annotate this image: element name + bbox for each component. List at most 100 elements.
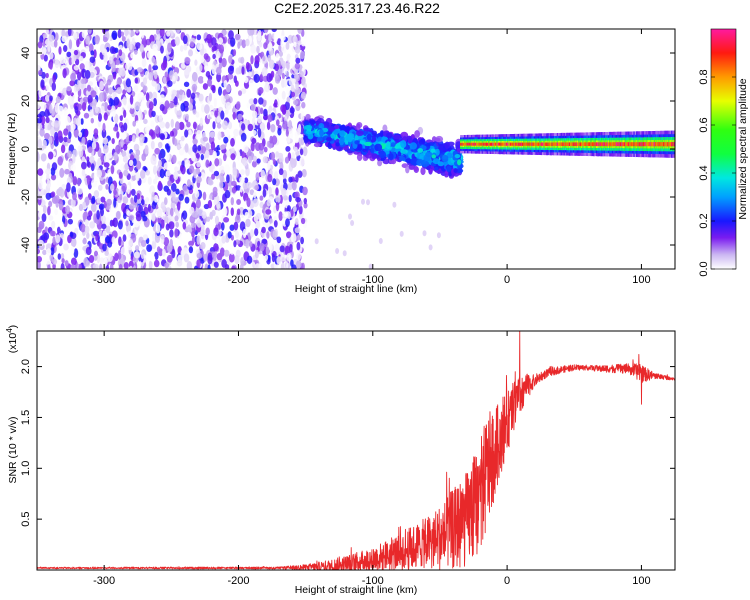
spectrogram-cell	[669, 142, 672, 147]
spectrogram-cell	[282, 195, 288, 201]
spectrogram-cell	[205, 142, 210, 151]
spectrogram-cell	[622, 142, 625, 147]
spectrogram-cell	[122, 89, 127, 95]
spectrogram-cell	[272, 159, 276, 166]
spectrogram-cell	[140, 210, 146, 218]
spectrogram-cell	[244, 194, 249, 201]
spectrogram-cell	[244, 211, 249, 218]
spectrogram-cell	[607, 142, 610, 147]
spectrogram-cell	[230, 207, 234, 216]
spectrogram-cell	[399, 230, 404, 237]
spectrogram-cell	[148, 64, 152, 74]
spectrogram-cell	[204, 104, 210, 114]
spectrogram-cell	[123, 143, 128, 151]
spectrogram-cell	[261, 67, 268, 77]
spectrogram-cell	[252, 110, 258, 119]
spectrogram-cell	[147, 51, 152, 59]
spectrogram-cell	[139, 112, 143, 121]
spectrogram-cell	[180, 102, 186, 112]
spectrogram-cell	[289, 243, 293, 253]
spectrogram-cell	[207, 179, 214, 186]
spectrogram-cell	[101, 48, 108, 56]
spectrogram-cell	[102, 137, 109, 145]
spectrogram-cell	[45, 116, 50, 124]
spectrogram-cell	[148, 71, 153, 81]
spectrogram-cell	[94, 250, 98, 257]
spectrogram-cell	[164, 262, 170, 269]
spectrogram-cell	[223, 249, 230, 257]
spectrogram-cell	[244, 177, 249, 184]
spectrogram-cell	[615, 142, 618, 147]
spectrogram-cell	[556, 142, 559, 146]
spectrogram-cell	[153, 71, 158, 80]
spectrogram-cell	[673, 142, 675, 147]
spectrogram-cell	[294, 44, 301, 54]
spectrogram-cell	[38, 70, 43, 76]
spectrogram-cell	[54, 195, 60, 204]
spectrogram-cell	[662, 142, 665, 147]
spectrogram-cell	[609, 142, 612, 147]
spectrogram-cell	[189, 41, 195, 48]
spectrogram-cell	[476, 142, 479, 146]
spectrogram-cell	[171, 154, 177, 164]
spectrogram-cell	[128, 134, 133, 142]
spectrogram-cell	[256, 158, 261, 164]
spectrogram-cell	[408, 164, 416, 170]
spectrogram-cell	[51, 162, 58, 171]
spectrogram-cell	[180, 135, 185, 142]
spectrogram-cell	[245, 38, 250, 47]
spectrogram-cell	[232, 49, 237, 57]
spectrogram-cell	[116, 87, 122, 95]
spectrogram-cell	[599, 142, 602, 147]
spectrogram-cell	[250, 103, 256, 112]
spectrogram-cell	[294, 135, 299, 144]
spectrogram-cell	[175, 121, 180, 131]
spectrogram-cell	[157, 216, 162, 224]
spectrogram-cell	[102, 243, 107, 252]
spectrogram-cell	[165, 151, 170, 161]
spectrogram-cell	[38, 179, 43, 190]
spectrogram-cell	[593, 142, 595, 147]
spectrogram-cell	[216, 252, 223, 261]
spectrogram-cell	[259, 242, 265, 252]
spectrogram-cell	[206, 216, 211, 222]
spectrogram-cell	[37, 118, 42, 124]
colorbar-frame	[710, 28, 737, 270]
spectrogram-cell	[434, 166, 439, 171]
spectrogram-cell	[552, 142, 555, 146]
spectrogram-cell	[73, 49, 79, 56]
spectrogram-cell	[294, 62, 301, 70]
spectrogram-cell	[540, 142, 543, 146]
snr-y-tick-label: 0.5	[20, 512, 32, 527]
snr-y-multiplier: (x104)	[5, 325, 19, 353]
spectrogram-cell	[300, 217, 306, 225]
spectrogram-cell	[120, 31, 125, 37]
spectrogram-cell	[124, 29, 129, 37]
spectrogram-cell	[37, 130, 40, 137]
spectrogram-cell	[280, 262, 286, 269]
spectrogram-cell	[282, 120, 288, 130]
spectrogram-cell	[267, 173, 273, 183]
spectrogram-cell	[122, 155, 128, 163]
spectrogram-cell	[119, 228, 125, 235]
spectrogram-cell	[529, 142, 532, 146]
spectrogram-cell	[187, 224, 192, 233]
spectrogram-cell	[288, 194, 292, 203]
snr-y-tick-label: 1.5	[20, 410, 32, 425]
spectrogram-cell	[208, 92, 212, 102]
spectrogram-cell	[49, 52, 54, 60]
spectrogram-cell	[70, 198, 76, 208]
snr-plot	[37, 331, 675, 570]
spectrogram-cell	[255, 212, 262, 220]
spectrogram-cell	[117, 106, 123, 116]
spectrogram-cell	[278, 51, 283, 57]
spectrogram-cell	[212, 186, 218, 195]
spectrogram-cell	[70, 237, 77, 248]
spectrogram-cell	[282, 178, 287, 184]
spectrogram-cell	[281, 72, 285, 80]
spectrogram-cell	[90, 163, 95, 172]
spectrogram-cell	[91, 179, 97, 188]
spectrogram-cell	[81, 29, 86, 39]
spectrogram-cell	[176, 29, 181, 34]
spectrogram-cell	[142, 234, 148, 241]
